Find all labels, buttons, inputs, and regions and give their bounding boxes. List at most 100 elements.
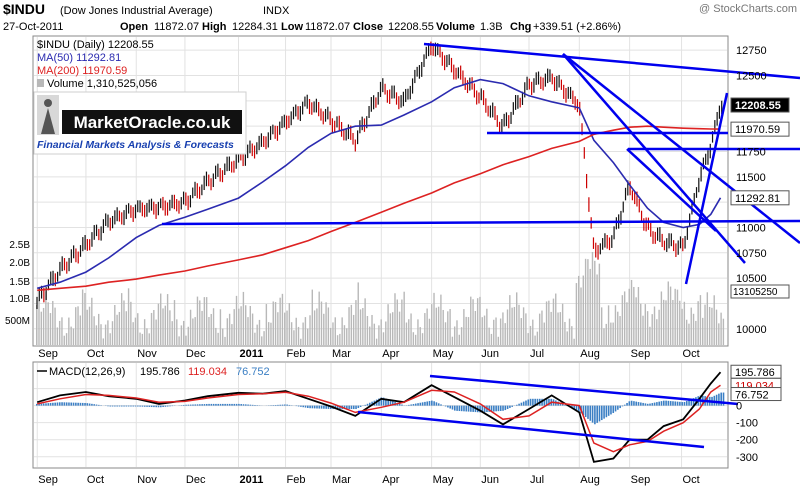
histogram-bar: [661, 401, 663, 405]
volume-bar: [247, 317, 248, 345]
month-label: Sep: [631, 474, 651, 486]
volume-bar: [245, 305, 246, 345]
histogram-bar: [629, 401, 631, 405]
macd-tick-label: -100: [736, 418, 758, 430]
histogram-bar: [323, 406, 325, 409]
volume-bar: [394, 293, 395, 345]
volume-bar: [215, 328, 216, 345]
volume-bar: [472, 299, 473, 345]
histogram-bar: [252, 405, 254, 406]
source-credit: @ StockCharts.com: [699, 3, 797, 15]
macd-tick-label: -300: [736, 452, 758, 464]
volume-bar: [378, 325, 379, 345]
volume-bar: [546, 301, 547, 345]
volume-bar: [617, 312, 618, 345]
volume-bar: [41, 312, 42, 345]
month-label: Oct: [683, 474, 700, 486]
volume-bar: [43, 308, 44, 345]
volume-bar: [564, 322, 565, 345]
chart-date: 27-Oct-2011: [3, 21, 63, 33]
volume-bar: [456, 320, 457, 345]
volume-bar: [132, 322, 133, 345]
histogram-bar: [564, 405, 566, 406]
month-label: Nov: [137, 348, 157, 360]
histogram-bar: [316, 406, 318, 409]
month-label: Feb: [287, 474, 306, 486]
histogram-bar: [532, 399, 534, 406]
histogram-bar: [642, 403, 644, 406]
volume-bar: [587, 259, 588, 345]
histogram-bar: [160, 406, 162, 408]
volume-bar: [346, 328, 347, 345]
volume-bar: [75, 307, 76, 345]
volume-bar: [105, 325, 106, 345]
volume-bar: [603, 328, 604, 345]
histogram-bar: [151, 406, 153, 407]
volume-bar: [709, 307, 710, 345]
ohlc-close-label: Close: [353, 21, 383, 33]
volume-bar: [518, 305, 519, 345]
histogram-bar: [197, 404, 199, 405]
histogram-bar: [530, 399, 532, 406]
volume-bar: [160, 294, 161, 345]
histogram-bar: [589, 406, 591, 421]
volume-bar: [286, 311, 287, 345]
macd-tick-label: 0: [736, 401, 742, 413]
volume-bar: [424, 313, 425, 345]
histogram-bar: [64, 402, 66, 405]
volume-bar: [194, 317, 195, 345]
histogram-bar: [348, 406, 350, 409]
histogram-bar: [240, 404, 242, 406]
volume-bar: [234, 309, 235, 345]
histogram-bar: [286, 405, 288, 406]
volume-bar: [162, 308, 163, 345]
volume-bar: [647, 311, 648, 345]
histogram-bar: [509, 406, 511, 408]
macd-tick-label: -200: [736, 435, 758, 447]
histogram-bar: [155, 406, 157, 408]
volume-bar: [344, 325, 345, 345]
legend-volume: Volume 1,310,525,056: [47, 78, 157, 90]
volume-bar: [704, 305, 705, 345]
change-value: +339.51 (+2.86%): [533, 21, 621, 33]
volume-bar: [89, 307, 90, 345]
volume-bar: [318, 292, 319, 345]
histogram-bar: [98, 405, 100, 406]
volume-bar: [562, 304, 563, 345]
volume-bar: [144, 319, 145, 345]
volume-bar: [707, 292, 708, 345]
histogram-bar: [658, 402, 660, 406]
volume-bar: [539, 314, 540, 345]
histogram-bar: [47, 403, 49, 405]
volume-bar: [52, 301, 53, 345]
volume-bar: [438, 307, 439, 345]
volume-bar: [658, 310, 659, 345]
volume-bar: [548, 301, 549, 345]
histogram-bar: [422, 402, 424, 405]
histogram-bar: [66, 402, 68, 405]
volume-bar: [511, 308, 512, 345]
histogram-bar: [525, 401, 527, 406]
volume-bar: [392, 312, 393, 345]
histogram-bar: [449, 406, 451, 409]
volume-bar: [697, 301, 698, 345]
volume-bar: [59, 321, 60, 345]
histogram-bar: [468, 406, 470, 412]
histogram-bar: [123, 406, 125, 407]
volume-bar: [567, 331, 568, 345]
volume-bar: [54, 308, 55, 345]
histogram-bar: [440, 404, 442, 405]
volume-bar: [376, 339, 377, 345]
volume-bar: [387, 304, 388, 345]
histogram-bar: [245, 404, 247, 405]
ma50-price-tag: 11292.81: [735, 193, 780, 205]
histogram-bar: [254, 405, 256, 406]
histogram-bar: [665, 401, 667, 406]
volume-bar: [98, 314, 99, 345]
histogram-bar: [107, 406, 109, 407]
histogram-bar: [188, 405, 190, 406]
histogram-bar: [631, 401, 633, 406]
histogram-bar: [353, 406, 355, 409]
y-tick-label: 10500: [736, 273, 767, 285]
